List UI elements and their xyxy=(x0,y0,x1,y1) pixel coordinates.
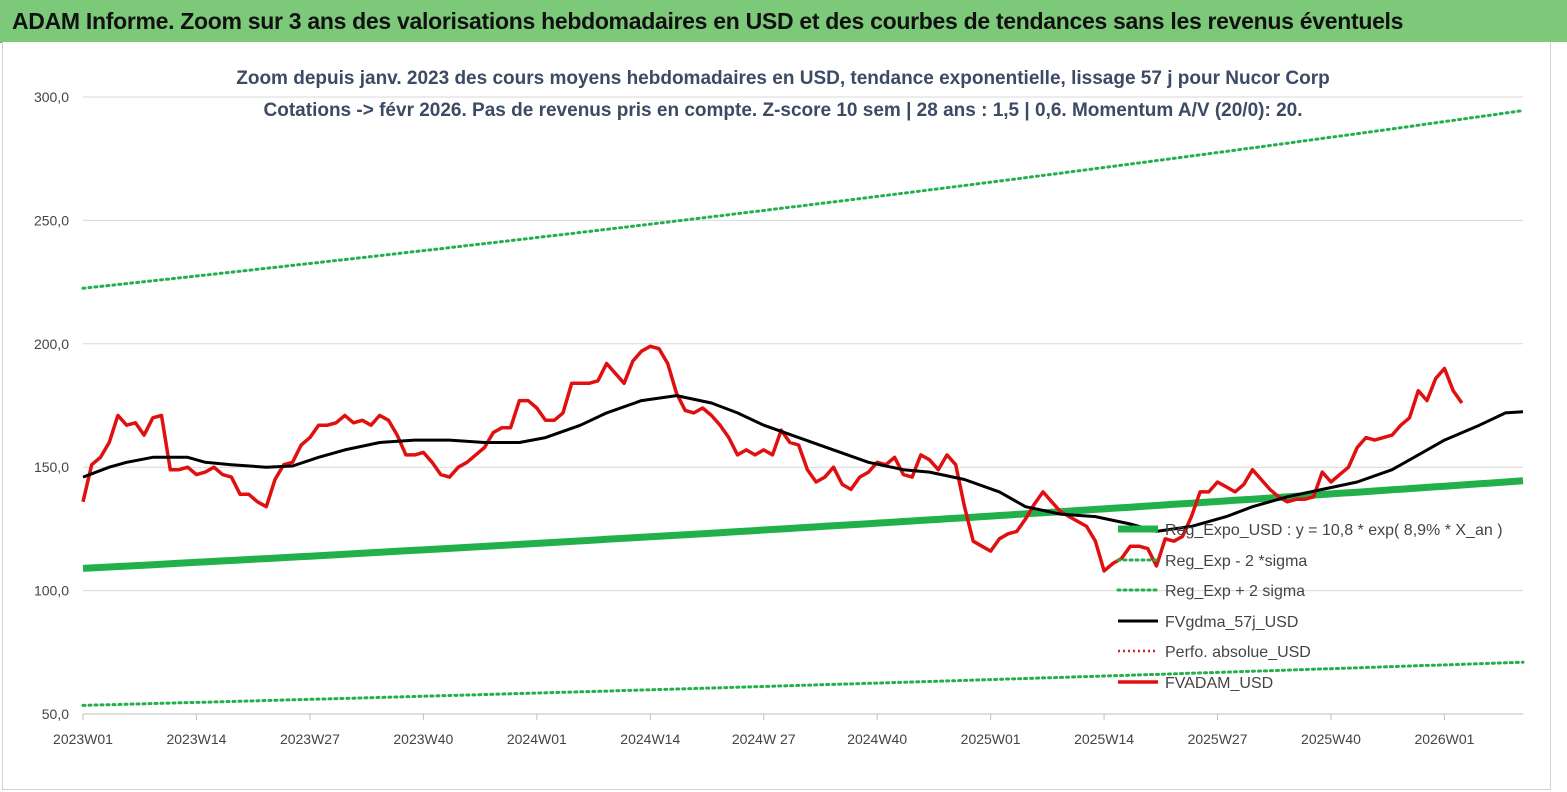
y-tick-label: 300,0 xyxy=(34,89,69,105)
series-reg-minus-2sigma xyxy=(81,660,1525,707)
series-fvadam xyxy=(81,344,1464,573)
x-tick-label: 2025W01 xyxy=(961,731,1021,747)
legend-entry: Reg_Exp + 2 sigma xyxy=(1165,583,1305,600)
series-reg-plus-2sigma xyxy=(81,109,1525,290)
right-margin xyxy=(1551,42,1567,792)
legend-entry: Reg_Exp - 2 *sigma xyxy=(1165,553,1307,570)
x-axis-ticks: 2023W01 2023W14 2023W27 2023W40 2024W01 2024W… xyxy=(53,714,1475,747)
chart-series xyxy=(81,109,1525,707)
y-tick-label: 100,0 xyxy=(34,583,69,599)
legend-entry: Perfo. absolue_USD xyxy=(1165,644,1311,661)
x-tick-label: 2024W40 xyxy=(847,731,907,747)
legend-entry: FVgdma_57j_USD xyxy=(1165,614,1298,631)
chart-title-line-1: Zoom depuis janv. 2023 des cours moyens … xyxy=(236,68,1330,89)
x-tick-label: 2025W14 xyxy=(1074,731,1134,747)
legend-entry: Reg_Expo_USD : y = 10,8 * exp( 8,9% * X_… xyxy=(1165,522,1503,539)
x-tick-label: 2024W14 xyxy=(620,731,680,747)
x-tick-label: 2025W40 xyxy=(1301,731,1361,747)
x-tick-label: 2023W14 xyxy=(166,731,226,747)
legend-entry: FVADAM_USD xyxy=(1165,675,1273,692)
y-tick-label: 150,0 xyxy=(34,459,69,475)
report-title: ADAM Informe. Zoom sur 3 ans des valoris… xyxy=(12,8,1404,34)
chart-title-line-2: Cotations -> févr 2026. Pas de revenus p… xyxy=(264,100,1303,121)
x-tick-label: 2025W27 xyxy=(1188,731,1248,747)
report-banner: ADAM Informe. Zoom sur 3 ans des valoris… xyxy=(0,0,1567,43)
x-tick-label: 2023W01 xyxy=(53,731,113,747)
chart-area: Zoom depuis janv. 2023 des cours moyens … xyxy=(2,42,1551,790)
x-tick-label: 2026W01 xyxy=(1414,731,1474,747)
x-tick-label: 2024W01 xyxy=(507,731,567,747)
chart-svg: Zoom depuis janv. 2023 des cours moyens … xyxy=(34,68,1525,747)
y-tick-label: 50,0 xyxy=(42,706,69,722)
x-tick-label: 2024W 27 xyxy=(732,731,796,747)
y-tick-label: 250,0 xyxy=(34,212,69,228)
y-tick-label: 200,0 xyxy=(34,336,69,352)
chart-gridlines xyxy=(83,96,1523,715)
x-tick-label: 2023W40 xyxy=(393,731,453,747)
y-axis-ticks: 50,0 100,0 150,0 200,0 250,0 300,0 xyxy=(34,89,69,722)
x-tick-label: 2023W27 xyxy=(280,731,340,747)
series-fvgdma-57j xyxy=(82,394,1524,533)
chart-legend: Reg_Expo_USD : y = 10,8 * exp( 8,9% * X_… xyxy=(1116,522,1503,692)
